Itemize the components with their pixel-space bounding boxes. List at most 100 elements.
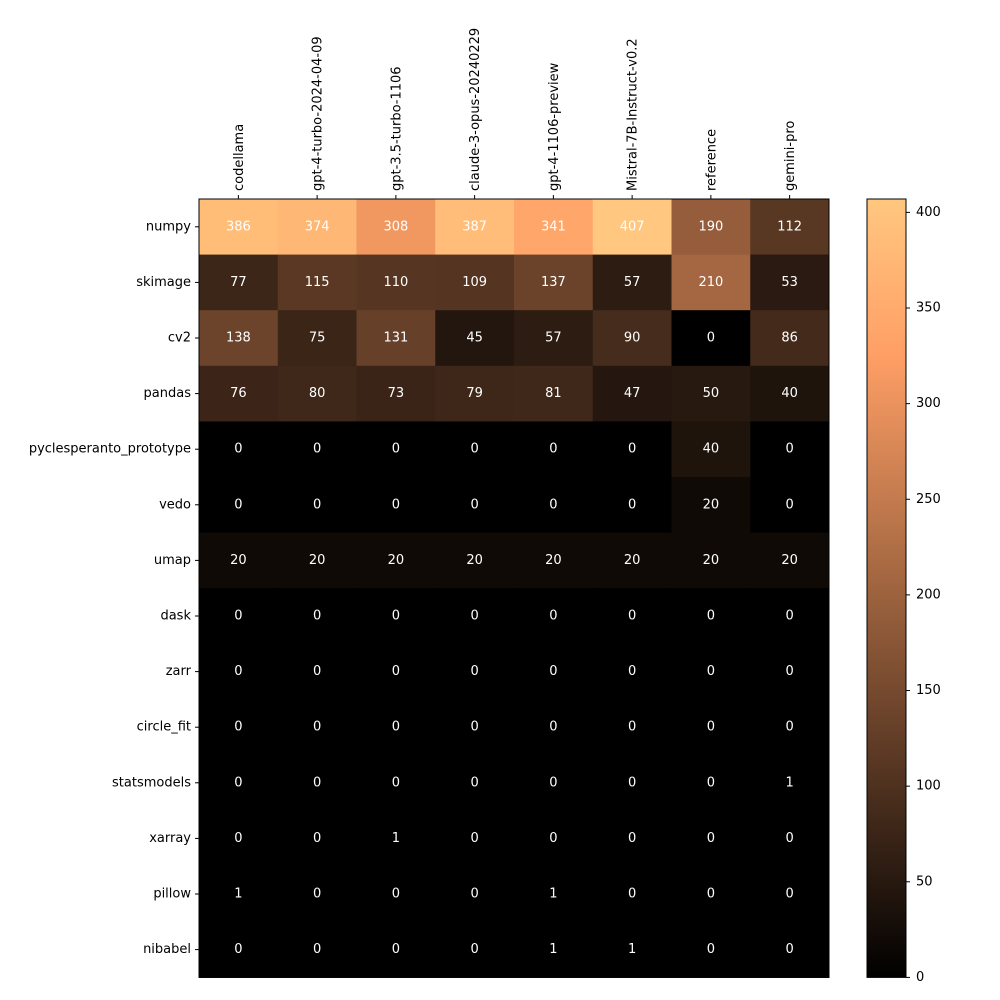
- heatmap-cell: [750, 365, 830, 422]
- cell-value-label: 0: [785, 942, 793, 957]
- heatmap-cell: [514, 866, 594, 923]
- heatmap-cell: [514, 477, 594, 534]
- column-tick-labels: codellama gpt-4-turbo-2024-04-09 gpt-3.5-t…: [232, 28, 798, 199]
- heatmap-cell: [514, 254, 594, 311]
- heatmap-cell: [671, 310, 751, 367]
- cell-value-label: 0: [392, 887, 400, 902]
- column-tick-label: gpt-4-1106-preview: [547, 62, 562, 191]
- cell-value-label: 1: [549, 942, 557, 957]
- heatmap-cell: [435, 477, 515, 534]
- heatmap-cell: [435, 755, 515, 812]
- cell-value-label: 138: [226, 331, 251, 346]
- cell-value-label: 0: [470, 887, 478, 902]
- cell-value-label: 40: [703, 442, 720, 457]
- row-tick-label: dask: [160, 609, 191, 624]
- cell-value-label: 1: [234, 887, 242, 902]
- colorbar: [866, 198, 907, 978]
- cell-value-label: 137: [541, 275, 566, 290]
- cell-value-label: 0: [707, 331, 715, 346]
- heatmap-cell: [592, 254, 672, 311]
- heatmap-cells: [199, 199, 830, 978]
- cell-value-label: 0: [549, 442, 557, 457]
- cell-value-label: 0: [234, 609, 242, 624]
- cell-value-label: 210: [698, 275, 723, 290]
- heatmap-cell: [750, 921, 830, 978]
- row-tick-label: vedo: [159, 497, 191, 512]
- heatmap-cell: [750, 254, 830, 311]
- column-tick-label: codellama: [232, 124, 247, 191]
- heatmap-cell: [199, 421, 279, 478]
- cell-value-label: 45: [466, 331, 483, 346]
- heatmap-cell: [277, 866, 357, 923]
- column-tick-label: reference: [704, 129, 719, 191]
- heatmap-cell: [356, 532, 436, 589]
- cell-value-label: 40: [781, 386, 798, 401]
- heatmap-cell: [199, 921, 279, 978]
- heatmap-cell: [514, 810, 594, 867]
- heatmap-cell: [514, 310, 594, 367]
- colorbar-tick-label: 250: [916, 492, 941, 507]
- heatmap-cell: [277, 643, 357, 700]
- heatmap-cell: [199, 254, 279, 311]
- heatmap-cell: [435, 588, 515, 645]
- row-tick-label: umap: [154, 553, 191, 568]
- heatmap-cell: [514, 643, 594, 700]
- heatmap-cell: [356, 643, 436, 700]
- heatmap-cell: [356, 421, 436, 478]
- cell-value-label: 0: [313, 831, 321, 846]
- cell-value-label: 0: [785, 887, 793, 902]
- colorbar-tick-labels: 0 50 100 150 200 250 300 350 400: [906, 205, 941, 985]
- cell-value-label: 0: [234, 664, 242, 679]
- heatmap-cell: [750, 866, 830, 923]
- colorbar-tick-label: 200: [916, 587, 941, 602]
- cell-value-label: 77: [230, 275, 247, 290]
- colorbar-tick-label: 50: [916, 874, 933, 889]
- heatmap-cell: [199, 199, 279, 256]
- heatmap-cell: [592, 755, 672, 812]
- heatmap-cell: [435, 365, 515, 422]
- heatmap-cell: [199, 588, 279, 645]
- heatmap-cell: [356, 310, 436, 367]
- heatmap-cell: [750, 588, 830, 645]
- row-tick-label: pyclesperanto_prototype: [29, 442, 191, 457]
- heatmap-cell: [277, 755, 357, 812]
- cell-value-label: 0: [470, 720, 478, 735]
- cell-value-label: 0: [470, 497, 478, 512]
- cell-value-label: 47: [624, 386, 641, 401]
- heatmap-cell: [592, 310, 672, 367]
- heatmap-cell: [199, 310, 279, 367]
- heatmap-cell: [514, 421, 594, 478]
- heatmap-cell: [356, 199, 436, 256]
- cell-value-label: 76: [230, 386, 247, 401]
- cell-value-label: 0: [470, 664, 478, 679]
- heatmap-cell: [514, 755, 594, 812]
- cell-value-label: 0: [392, 720, 400, 735]
- cell-value-label: 0: [549, 664, 557, 679]
- heatmap-cell: [356, 866, 436, 923]
- heatmap-cell: [592, 921, 672, 978]
- plot-frame: [198, 198, 830, 978]
- cell-value-label: 0: [313, 497, 321, 512]
- heatmap-cell: [514, 532, 594, 589]
- heatmap-cell: [592, 699, 672, 756]
- cell-value-label: 57: [545, 331, 562, 346]
- cell-value-label: 0: [785, 442, 793, 457]
- heatmap-cell: [435, 199, 515, 256]
- heatmap-cell: [435, 421, 515, 478]
- heatmap-cell: [750, 699, 830, 756]
- cell-value-label: 75: [309, 331, 326, 346]
- cell-value-label: 53: [781, 275, 798, 290]
- cell-value-label: 86: [781, 331, 798, 346]
- colorbar-tick-label: 400: [916, 205, 941, 220]
- heatmap-cell: [277, 810, 357, 867]
- heatmap-cell: [750, 532, 830, 589]
- cell-value-label: 0: [628, 609, 636, 624]
- heatmap-cell: [750, 810, 830, 867]
- row-tick-label: zarr: [166, 664, 192, 679]
- colorbar-tick-label: 300: [916, 396, 941, 411]
- row-tick-label: circle_fit: [137, 720, 191, 735]
- cell-value-label: 0: [313, 942, 321, 957]
- cell-value-label: 20: [388, 553, 405, 568]
